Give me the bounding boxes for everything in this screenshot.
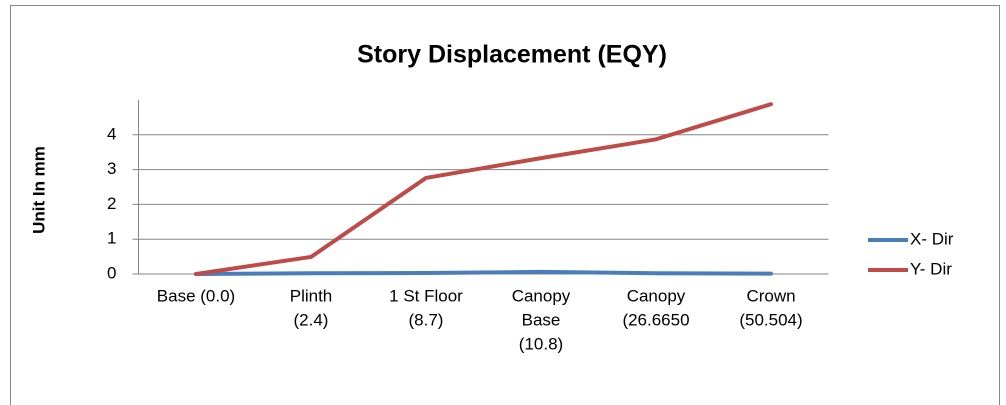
y-tick-label: 3 (107, 159, 116, 178)
y-tick-label: 0 (107, 263, 116, 282)
chart-frame (10, 5, 1000, 405)
x-tick-label: Crown (746, 286, 795, 305)
x-tick-label: Canopy (627, 286, 686, 305)
y-tick-label: 4 (107, 124, 116, 143)
x-tick-label: (26.6650 (622, 310, 689, 329)
x-tick-label: (2.4) (294, 310, 329, 329)
series-line (194, 269, 773, 276)
x-tick-label: (10.8) (519, 334, 563, 353)
chart-title: Story Displacement (EQY) (357, 41, 667, 69)
y-tick-label: 1 (107, 229, 116, 248)
x-tick-label: Plinth (290, 286, 333, 305)
series-line (194, 102, 773, 276)
x-tick-label: (50.504) (739, 310, 802, 329)
x-tick-label: Base (0.0) (157, 286, 235, 305)
legend-label: X- Dir (910, 229, 954, 248)
legend-label: Y- Dir (910, 259, 952, 278)
x-tick-label: (8.7) (409, 310, 444, 329)
y-tick-label: 2 (107, 194, 116, 213)
x-tick-label: Base (522, 310, 561, 329)
x-tick-label: 1 St Floor (389, 286, 463, 305)
x-tick-label: Canopy (512, 286, 571, 305)
y-axis-title: Unit In mm (29, 146, 48, 234)
